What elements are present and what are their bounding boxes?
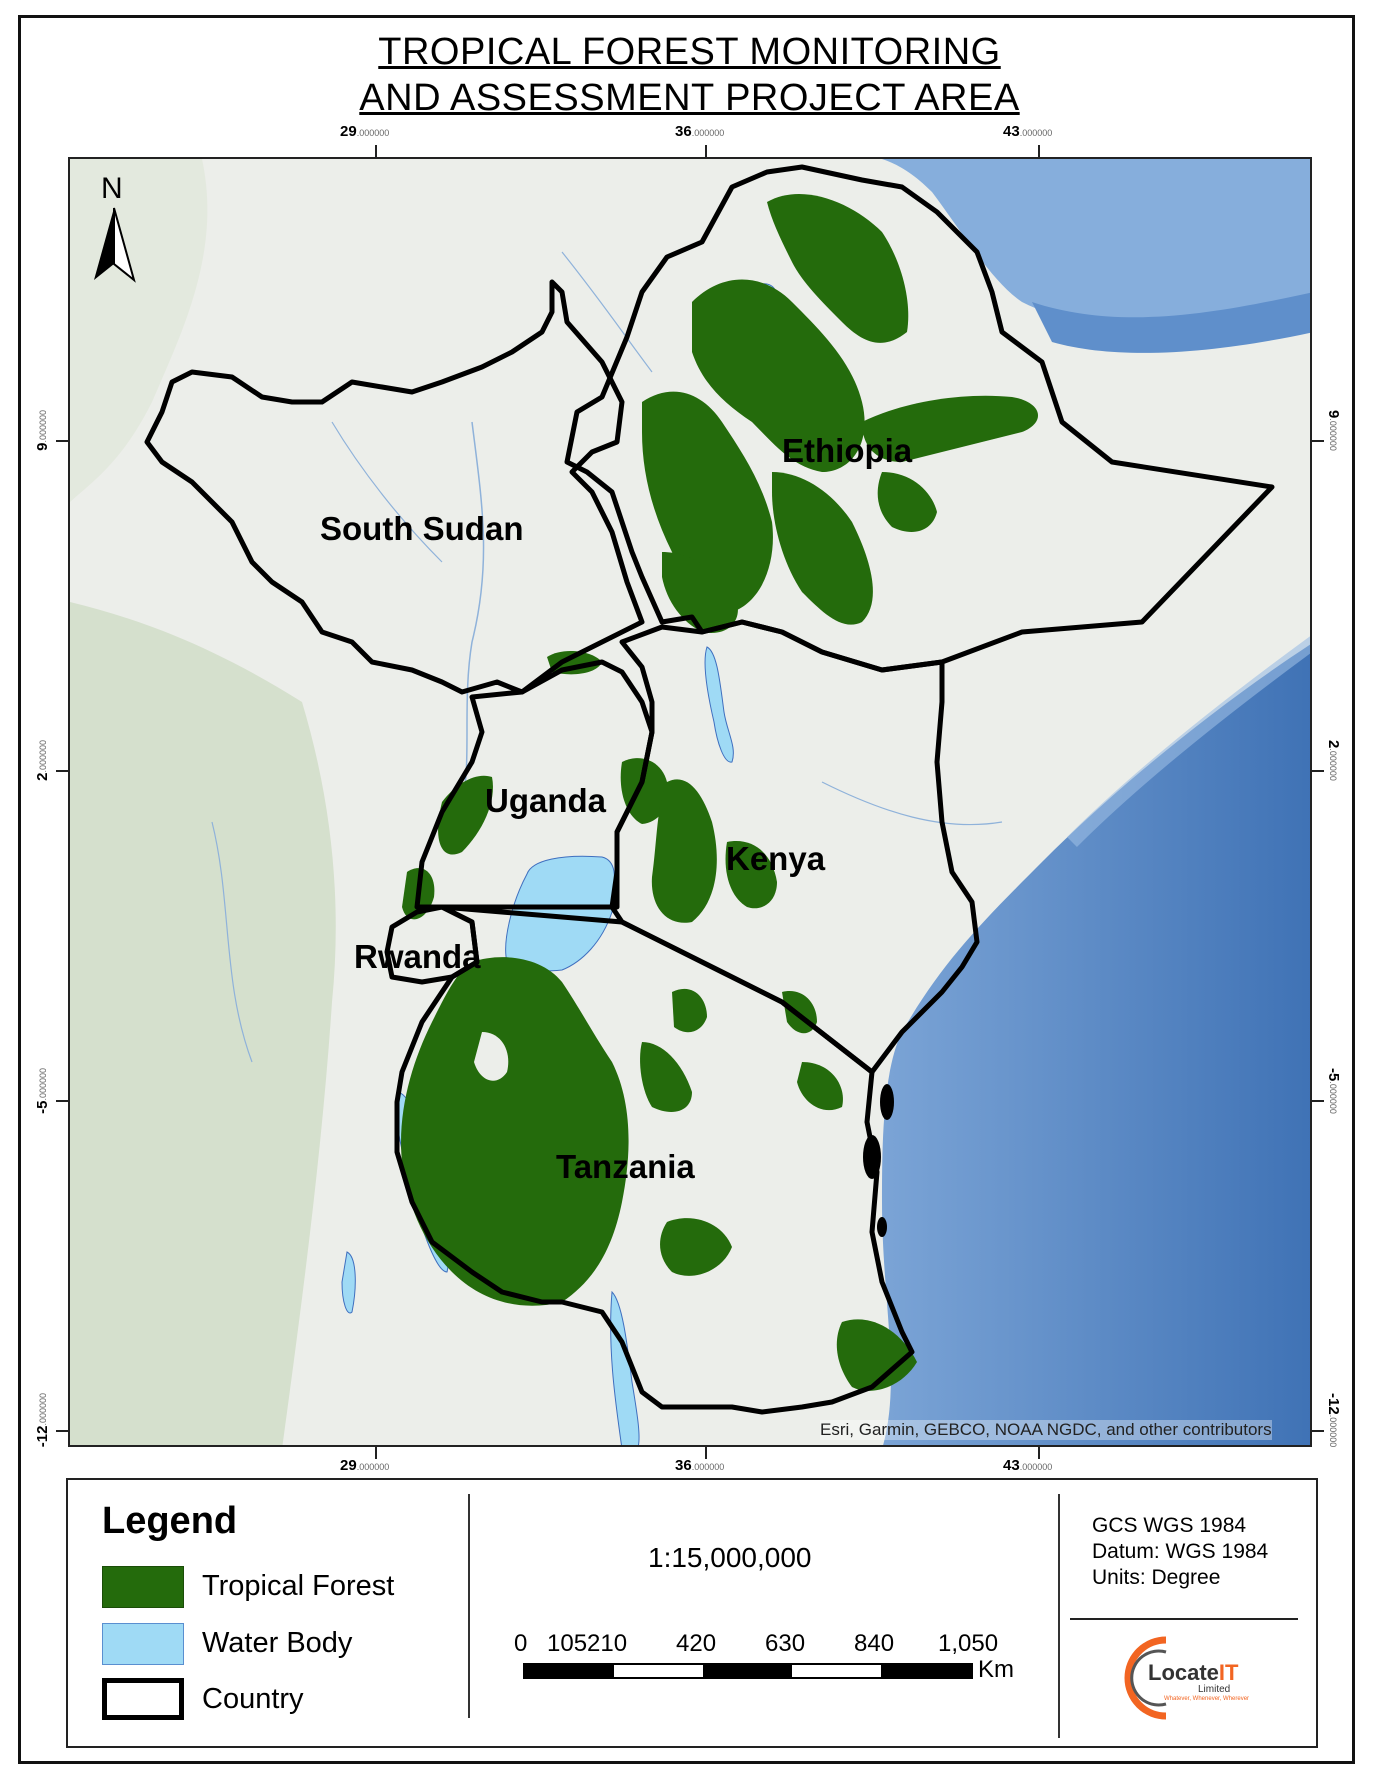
scale-label-0: 0 xyxy=(514,1630,528,1657)
map-title-line-1: TROPICAL FOREST MONITORING xyxy=(378,31,1001,73)
tick-mark xyxy=(705,1447,707,1459)
legend-title: Legend xyxy=(102,1500,238,1542)
logo-brand: LocateIT xyxy=(1148,1660,1239,1685)
scale-unit: Km xyxy=(978,1656,1014,1683)
logo-ring-icon xyxy=(1124,1636,1167,1720)
top-tick-36: 36.000000 xyxy=(675,123,725,140)
left-tick-2: 2.000000 xyxy=(34,740,51,781)
map-title-line-2: AND ASSESSMENT PROJECT AREA xyxy=(359,77,1020,119)
crs-separator xyxy=(1070,1618,1298,1620)
legend-swatch-country xyxy=(102,1678,184,1720)
scale-label-105: 105 xyxy=(547,1630,588,1657)
tick-mark xyxy=(1312,1100,1324,1102)
locateit-logo: LocateIT Limited Whatever, Whenever, Whe… xyxy=(1120,1630,1250,1726)
tick-mark xyxy=(56,770,68,772)
red-sea xyxy=(882,159,1310,329)
scale-label-840: 840 xyxy=(854,1630,895,1657)
tick-mark xyxy=(705,145,707,157)
bottom-tick-36: 36.000000 xyxy=(675,1457,725,1474)
tick-mark xyxy=(375,1447,377,1459)
left-tick-minus-5: -5.000000 xyxy=(34,1068,51,1114)
tick-mark xyxy=(1312,1430,1324,1432)
right-tick-2: 2.000000 xyxy=(1325,740,1342,781)
crs-line-3: Units: Degree xyxy=(1092,1566,1221,1589)
continental-shelf xyxy=(1067,636,1310,847)
river xyxy=(561,251,653,373)
country-label-rwanda: Rwanda xyxy=(354,938,481,975)
legend-label-country: Country xyxy=(202,1683,304,1715)
mafia-island xyxy=(877,1217,887,1237)
border-south-sudan xyxy=(144,279,645,695)
zanzibar-island xyxy=(863,1135,881,1179)
white-nile xyxy=(461,421,485,803)
lake-turkana xyxy=(704,646,734,763)
logo-subtitle: Limited xyxy=(1198,1684,1231,1695)
gulf-of-aden xyxy=(1032,292,1310,353)
logo-tagline: Whatever, Whenever, Wherever xyxy=(1164,1696,1250,1702)
scale-label-630: 630 xyxy=(765,1630,806,1657)
scale-label-1050: 1,050 xyxy=(938,1630,999,1657)
country-label-south-sudan: South Sudan xyxy=(320,510,524,547)
legend-swatch-forest xyxy=(102,1566,184,1608)
left-tick-9: 9.000000 xyxy=(34,410,51,451)
right-tick-minus-5: -5.000000 xyxy=(1325,1068,1342,1114)
pemba-island xyxy=(880,1084,894,1120)
scale-bar xyxy=(523,1663,973,1679)
legend-label-water: Water Body xyxy=(202,1627,353,1659)
forest-gap xyxy=(474,1032,509,1081)
map-canvas[interactable] xyxy=(70,159,1312,1447)
crs-line-1: GCS WGS 1984 xyxy=(1092,1514,1247,1537)
forest-western-tanzania xyxy=(401,957,629,1306)
bottom-tick-43: 43.000000 xyxy=(1003,1457,1053,1474)
scale-ratio: 1:15,000,000 xyxy=(648,1542,812,1573)
bottom-tick-29: 29.000000 xyxy=(340,1457,390,1474)
tick-mark xyxy=(56,1430,68,1432)
forest-ethiopia xyxy=(642,193,1039,633)
north-arrow-label: N xyxy=(101,172,123,205)
country-label-uganda: Uganda xyxy=(485,782,607,819)
lake-rukwa xyxy=(341,1251,356,1314)
river xyxy=(211,821,253,1063)
legend-panel: Legend Tropical Forest Water Body Countr… xyxy=(66,1478,1318,1748)
legend-divider xyxy=(468,1494,470,1718)
right-tick-9: 9.000000 xyxy=(1325,410,1342,451)
north-arrow-icon xyxy=(94,207,136,283)
tick-mark xyxy=(56,1100,68,1102)
tick-mark xyxy=(1312,440,1324,442)
crs-line-2: Datum: WGS 1984 xyxy=(1092,1540,1269,1563)
lake-victoria xyxy=(505,855,615,972)
scale-label-420: 420 xyxy=(676,1630,717,1657)
country-label-kenya: Kenya xyxy=(726,840,826,877)
river xyxy=(331,421,443,563)
tick-mark xyxy=(56,440,68,442)
vegetation-shading xyxy=(70,602,336,1445)
country-label-tanzania: Tanzania xyxy=(556,1148,695,1185)
tick-mark xyxy=(1312,770,1324,772)
legend-label-forest: Tropical Forest xyxy=(202,1570,395,1602)
scale-label-210: 210 xyxy=(587,1630,628,1657)
tick-mark xyxy=(375,145,377,157)
map-attribution: Esri, Garmin, GEBCO, NOAA NGDC, and othe… xyxy=(820,1420,1272,1440)
lake-malawi xyxy=(610,1290,640,1445)
legend-swatch-water xyxy=(102,1623,184,1665)
page-frame xyxy=(18,15,1355,1764)
top-tick-43: 43.000000 xyxy=(1003,123,1053,140)
left-tick-minus-12: -12.000000 xyxy=(34,1393,51,1448)
crs-divider xyxy=(1058,1494,1060,1738)
top-tick-29: 29.000000 xyxy=(340,123,390,140)
indian-ocean xyxy=(882,644,1310,1445)
country-label-ethiopia: Ethiopia xyxy=(782,432,913,469)
border-uganda xyxy=(414,659,655,910)
tick-mark xyxy=(1038,145,1040,157)
map-frame[interactable] xyxy=(68,157,1312,1447)
right-tick-minus-12: -12.000000 xyxy=(1325,1393,1342,1448)
tick-mark xyxy=(1038,1447,1040,1459)
river xyxy=(821,781,1003,826)
